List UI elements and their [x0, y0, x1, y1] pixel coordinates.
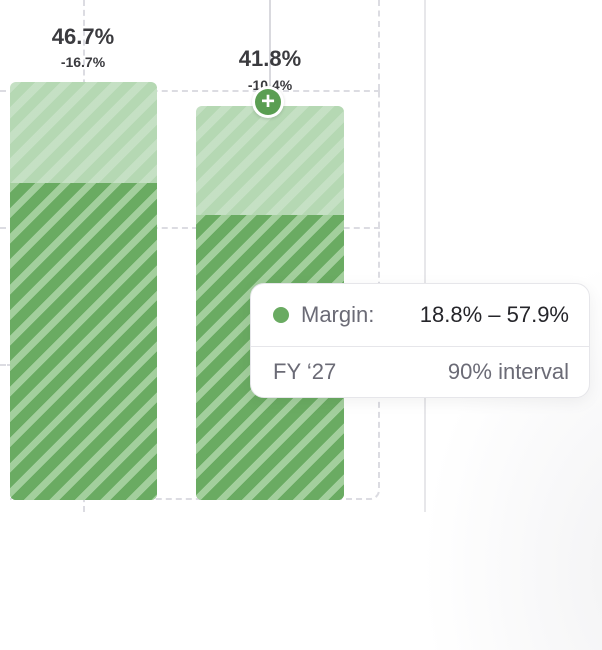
bar-1[interactable]: [10, 82, 157, 500]
tooltip-header: Margin: 18.8% – 57.9%: [251, 284, 589, 347]
add-point-button[interactable]: +: [252, 86, 284, 118]
series-dot-icon: [273, 307, 289, 323]
bar-2[interactable]: [196, 106, 344, 500]
column-divider: [424, 0, 426, 512]
bar-interval-upper: [10, 82, 157, 184]
bar-interval-lower: [10, 183, 157, 500]
tooltip-period: FY ‘27: [273, 359, 337, 384]
tooltip-interval-label: 90% interval: [447, 359, 569, 384]
gridline-horizontal: [0, 90, 380, 92]
tooltip-range-value: 18.8% – 57.9%: [419, 302, 569, 327]
bar-interval-upper: [196, 106, 344, 216]
gridline-horizontal: [0, 227, 380, 229]
plus-icon: +: [255, 89, 281, 115]
bar-value-label: 41.8%: [238, 46, 302, 71]
tooltip-series-label: Margin:: [301, 302, 375, 327]
gridline-vertical: [378, 0, 380, 90]
bar-value-label: 46.7%: [51, 24, 115, 49]
bar-delta-label: -16.7%: [60, 54, 106, 70]
tooltip-footer: FY ‘27 90% interval: [251, 347, 589, 397]
tooltip: Margin: 18.8% – 57.9% FY ‘27 90% interva…: [250, 283, 590, 398]
